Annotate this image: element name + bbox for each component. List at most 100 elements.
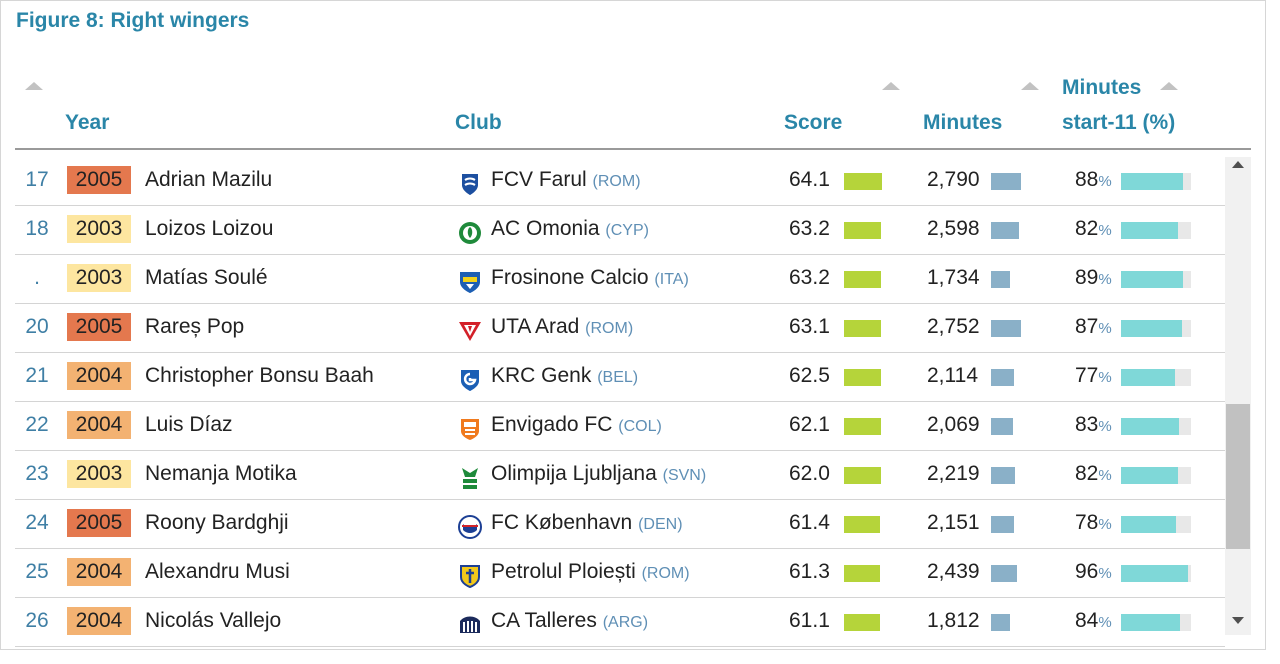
rank-cell: 18 [25, 217, 49, 240]
score-bar [844, 222, 881, 239]
start11-bar [1121, 418, 1179, 435]
player-name: Christopher Bonsu Baah [145, 364, 374, 387]
rank-cell: 22 [25, 413, 49, 436]
scrollbar-thumb[interactable] [1226, 404, 1250, 549]
table-row: 23 2003 Nemanja Motika Olimpija Ljubljana (… [15, 451, 1225, 500]
year-badge: 2004 [67, 607, 131, 635]
club-name: Petrolul Ploiești [491, 560, 636, 583]
kobenhavn-crest-icon [457, 511, 483, 539]
start11-pct-value: 88 [1075, 168, 1099, 191]
club-cell: CA Talleres (ARG) [491, 598, 648, 646]
minutes-bar [991, 271, 1010, 288]
club-name: Envigado FC [491, 413, 613, 436]
olimpija-crest-icon [457, 462, 483, 489]
minutes-value: 2,439 [927, 560, 980, 583]
percent-sign: % [1098, 369, 1112, 386]
rank-cell: 26 [25, 609, 49, 632]
header-minutes[interactable]: Minutes [923, 111, 1003, 134]
country-code: (ROM) [585, 320, 634, 337]
minutes-value: 2,151 [927, 511, 980, 534]
player-name: Roony Bardghji [145, 511, 289, 534]
score-value: 62.0 [789, 462, 830, 485]
table-row: 24 2005 Roony Bardghji FC København (DEN) 61… [15, 500, 1225, 549]
minutes-value: 2,219 [927, 462, 980, 485]
start11-bar [1121, 565, 1188, 582]
country-code: (DEN) [638, 516, 683, 533]
rank-cell: 20 [25, 315, 49, 338]
club-cell: FCV Farul (ROM) [491, 157, 641, 205]
start11-pct-value: 82 [1075, 217, 1099, 240]
score-value: 61.3 [789, 560, 830, 583]
table-row: 18 2003 Loizos Loizou AC Omonia (CYP) 63.2 2,… [15, 206, 1225, 255]
table-row: 25 2004 Alexandru Musi Petrolul Ploiești (R… [15, 549, 1225, 598]
rank-cell: 25 [25, 560, 49, 583]
start11-pct-cell: 83% [1075, 402, 1112, 450]
player-name: Nicolás Vallejo [145, 609, 282, 632]
percent-sign: % [1098, 271, 1112, 288]
year-badge: 2004 [67, 411, 131, 439]
minutes-bar [991, 173, 1021, 190]
start11-pct-value: 96 [1075, 560, 1099, 583]
rank-cell: 23 [25, 462, 49, 485]
scroll-down-icon[interactable] [1232, 617, 1244, 624]
percent-sign: % [1098, 222, 1112, 239]
header-start11-line1[interactable]: Minutes [1062, 76, 1142, 99]
minutes-bar [991, 320, 1021, 337]
score-bar [844, 565, 880, 582]
header-year[interactable]: Year [65, 111, 110, 134]
envigado-crest-icon [457, 413, 483, 440]
start11-bar [1121, 614, 1180, 631]
club-name: AC Omonia [491, 217, 600, 240]
score-value: 63.2 [789, 217, 830, 240]
sort-start11-icon[interactable] [1160, 82, 1178, 90]
header-score[interactable]: Score [784, 111, 843, 134]
minutes-value: 1,812 [927, 609, 980, 632]
scrollbar-track[interactable] [1225, 157, 1251, 635]
table-row: 26 2004 Nicolás Vallejo CA Talleres (ARG) 61… [15, 598, 1225, 647]
start11-pct-cell: 96% [1075, 549, 1112, 597]
club-cell: Petrolul Ploiești (ROM) [491, 549, 690, 597]
start11-bar [1121, 467, 1178, 484]
score-value: 62.1 [789, 413, 830, 436]
minutes-value: 2,114 [927, 364, 978, 387]
minutes-bar [991, 369, 1014, 386]
score-value: 62.5 [789, 364, 830, 387]
talleres-crest-icon [457, 609, 483, 635]
year-badge: 2005 [67, 509, 131, 537]
club-name: FCV Farul [491, 168, 587, 191]
club-cell: Olimpija Ljubljana (SVN) [491, 451, 706, 499]
sort-year-icon[interactable] [25, 82, 43, 90]
club-cell: AC Omonia (CYP) [491, 206, 649, 254]
scroll-up-icon[interactable] [1232, 161, 1244, 168]
header-club[interactable]: Club [455, 111, 502, 134]
sort-score-icon[interactable] [882, 82, 900, 90]
player-name: Matías Soulé [145, 266, 268, 289]
score-value: 61.4 [789, 511, 830, 534]
header-start11-line2[interactable]: start-11 (%) [1062, 111, 1176, 134]
country-code: (ITA) [654, 271, 689, 288]
club-cell: FC København (DEN) [491, 500, 683, 548]
start11-bar [1121, 369, 1175, 386]
score-value: 63.1 [789, 315, 830, 338]
percent-sign: % [1098, 418, 1112, 435]
table-row: 22 2004 Luis Díaz Envigado FC (COL) 62.1 2,06… [15, 402, 1225, 451]
start11-bar [1121, 271, 1183, 288]
year-badge: 2003 [67, 460, 131, 488]
start11-bar [1121, 516, 1176, 533]
score-bar [844, 271, 881, 288]
score-value: 64.1 [789, 168, 830, 191]
minutes-value: 1,734 [927, 266, 980, 289]
player-name: Alexandru Musi [145, 560, 290, 583]
club-cell: Envigado FC (COL) [491, 402, 662, 450]
figure-panel: Figure 8: Right wingers Year Club Score … [0, 0, 1266, 650]
header-divider [15, 148, 1251, 150]
percent-sign: % [1098, 173, 1112, 190]
table-row: 20 2005 Rareș Pop UTA Arad (ROM) 63.1 2,752 87… [15, 304, 1225, 353]
minutes-value: 2,752 [927, 315, 980, 338]
sort-minutes-icon[interactable] [1021, 82, 1039, 90]
player-name: Nemanja Motika [145, 462, 297, 485]
table-row: 21 2004 Christopher Bonsu Baah KRC Genk (BE… [15, 353, 1225, 402]
start11-pct-cell: 82% [1075, 206, 1112, 254]
score-bar [844, 173, 882, 190]
percent-sign: % [1098, 565, 1112, 582]
